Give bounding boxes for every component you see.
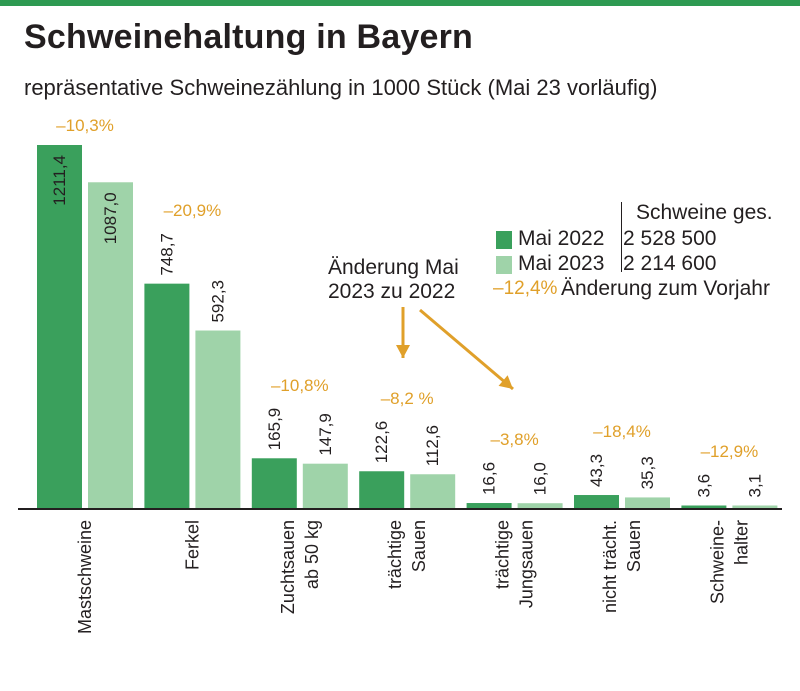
value-label: 147,9: [316, 413, 335, 456]
bar-2023: [625, 497, 670, 508]
legend-swatch-2022: [496, 231, 512, 249]
legend-change-label: Änderung zum Vorjahr: [561, 277, 770, 300]
change-label: –12,9%: [701, 442, 759, 461]
legend-swatch-2023: [496, 256, 512, 274]
value-label: 16,6: [480, 462, 499, 495]
category-label: Ferkel: [182, 520, 202, 570]
category-label: Zuchtsauen: [278, 520, 298, 614]
annotation-line-1: Änderung Mai: [328, 256, 459, 279]
bar-2022: [251, 458, 297, 508]
value-label: 1087,0: [101, 192, 120, 244]
legend-divider: [621, 202, 622, 272]
legend-label-2023: Mai 2023: [518, 252, 605, 275]
change-label: –3,8%: [490, 430, 538, 449]
bar-2022: [466, 503, 512, 508]
value-label: 112,6: [423, 425, 442, 466]
bar-2022: [37, 145, 82, 508]
annotation-line-2: 2023 zu 2022: [328, 280, 456, 303]
change-label: –20,9%: [164, 201, 222, 220]
bar-2023: [410, 474, 456, 508]
legend-total-2023: 2 214 600: [623, 252, 717, 275]
category-label: nicht trächt.: [600, 520, 620, 613]
annotation-arrow-diagonal: [419, 308, 514, 391]
category-label: trächtige: [385, 520, 405, 589]
category-label: Sauen: [409, 520, 429, 572]
bar-2023: [517, 503, 563, 508]
value-label: 1211,4: [50, 155, 69, 206]
category-label: trächtige: [493, 520, 513, 589]
chart-subtitle: repräsentative Schweinezählung in 1000 S…: [24, 75, 658, 100]
category-label: Mastschweine: [75, 520, 95, 634]
chart-title: Schweinehaltung in Bayern: [24, 18, 473, 56]
category-label: Jungsauen: [517, 520, 537, 608]
value-label: 748,7: [157, 233, 176, 276]
legend-header: Schweine ges.: [636, 201, 773, 224]
change-label: –10,8%: [271, 376, 329, 395]
value-label: 43,3: [587, 454, 606, 487]
value-label: 16,0: [531, 462, 550, 495]
legend-label-2022: Mai 2022: [518, 227, 605, 250]
top-accent-bar: [0, 0, 800, 6]
legend-change-sample: –12,4%: [493, 278, 558, 299]
category-label: halter: [731, 520, 751, 565]
value-label: 592,3: [208, 280, 227, 323]
bar-2022: [144, 283, 190, 508]
category-label: Sauen: [624, 520, 644, 572]
value-label: 35,3: [638, 456, 657, 489]
bar-2023: [302, 463, 348, 508]
value-label: 3,6: [694, 474, 713, 498]
bar-2022: [681, 505, 727, 508]
category-label: Schweine-: [707, 520, 727, 604]
bar-2023: [732, 505, 778, 508]
annotation-arrow-diagonal-head: [498, 375, 513, 389]
category-label: ab 50 kg: [302, 520, 322, 589]
value-label: 165,9: [265, 408, 284, 451]
value-label: 3,1: [745, 474, 764, 498]
legend-total-2022: 2 528 500: [623, 227, 717, 250]
bar-2023: [88, 182, 133, 509]
bar-2023: [195, 330, 241, 508]
bar-2022: [359, 471, 405, 508]
bar-2022: [574, 495, 619, 508]
change-label: –10,3%: [56, 116, 114, 135]
annotation-arrow-down-head: [396, 345, 410, 358]
value-label: 122,6: [372, 421, 391, 464]
change-label: –18,4%: [593, 422, 651, 441]
change-label: –8,2 %: [381, 389, 434, 408]
